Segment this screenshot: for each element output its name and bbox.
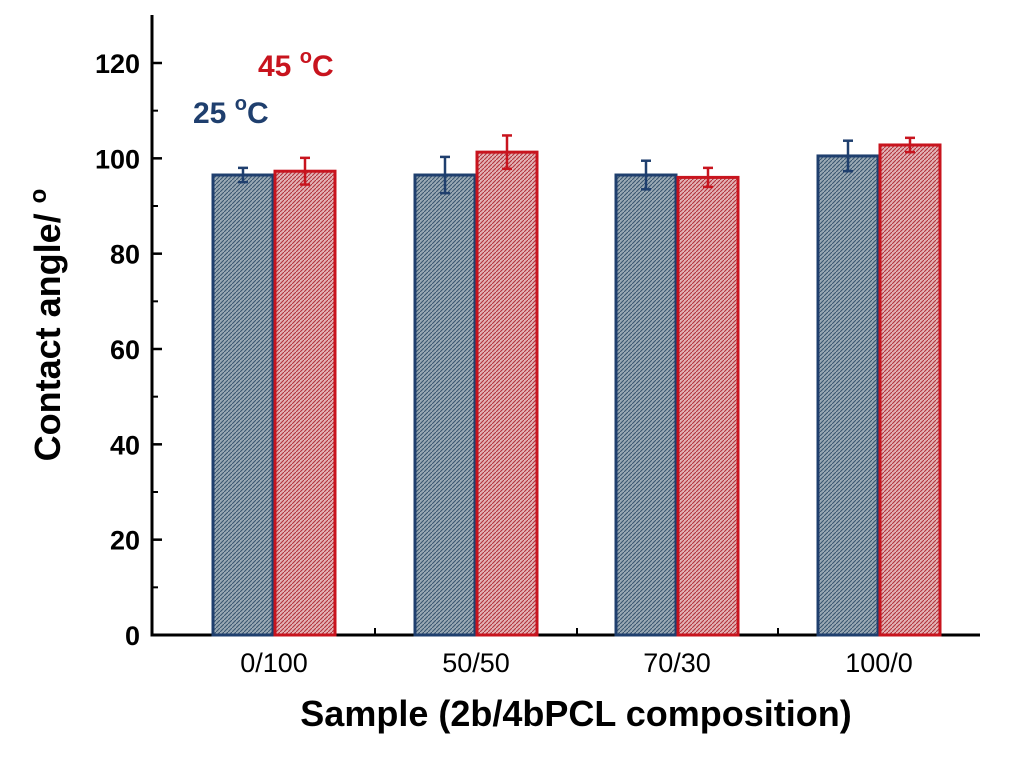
legend: 45 oC 25 oC: [193, 46, 334, 130]
x-axis-title: Sample (2b/4bPCL composition): [300, 693, 851, 734]
bar-25c-70-30: [614, 173, 678, 637]
bar-45c-100-0: [878, 143, 942, 637]
x-axis-ticks: 0/100 50/50 70/30 100/0: [240, 628, 913, 678]
y-tick-label: 0: [125, 621, 140, 651]
y-tick-label: 120: [95, 49, 140, 79]
bars: [211, 143, 942, 637]
bar-25c-100-0: [816, 154, 880, 637]
y-tick-label: 100: [95, 144, 140, 174]
x-tick-label: 100/0: [845, 648, 913, 678]
error-bar: [703, 166, 713, 189]
legend-label-45c: 45 oC: [258, 46, 334, 83]
y-tick-label: 20: [110, 526, 140, 556]
error-bar: [641, 159, 651, 191]
error-bar: [440, 155, 450, 195]
bar-45c-70-30: [676, 175, 740, 637]
bar-45c-0-100: [273, 169, 337, 637]
error-bar: [905, 136, 915, 154]
error-bar: [502, 134, 512, 171]
legend-label-25c: 25 oC: [193, 93, 269, 130]
bar-25c-50-50: [413, 173, 477, 637]
y-tick-label: 80: [110, 240, 140, 270]
bar-25c-0-100: [211, 173, 275, 637]
error-bar: [238, 166, 248, 184]
y-tick-label: 40: [110, 430, 140, 460]
bar-45c-50-50: [475, 150, 539, 637]
x-tick-label: 50/50: [442, 648, 510, 678]
error-bars: [238, 134, 915, 195]
error-bar: [300, 156, 310, 186]
x-tick-label: 70/30: [643, 648, 711, 678]
y-tick-label: 60: [110, 335, 140, 365]
error-bar: [843, 139, 853, 173]
y-axis-title: Contact angle/ o: [25, 189, 68, 462]
y-axis-ticks: 0 20 40 60 80 100 120: [95, 49, 162, 651]
x-tick-label: 0/100: [240, 648, 308, 678]
